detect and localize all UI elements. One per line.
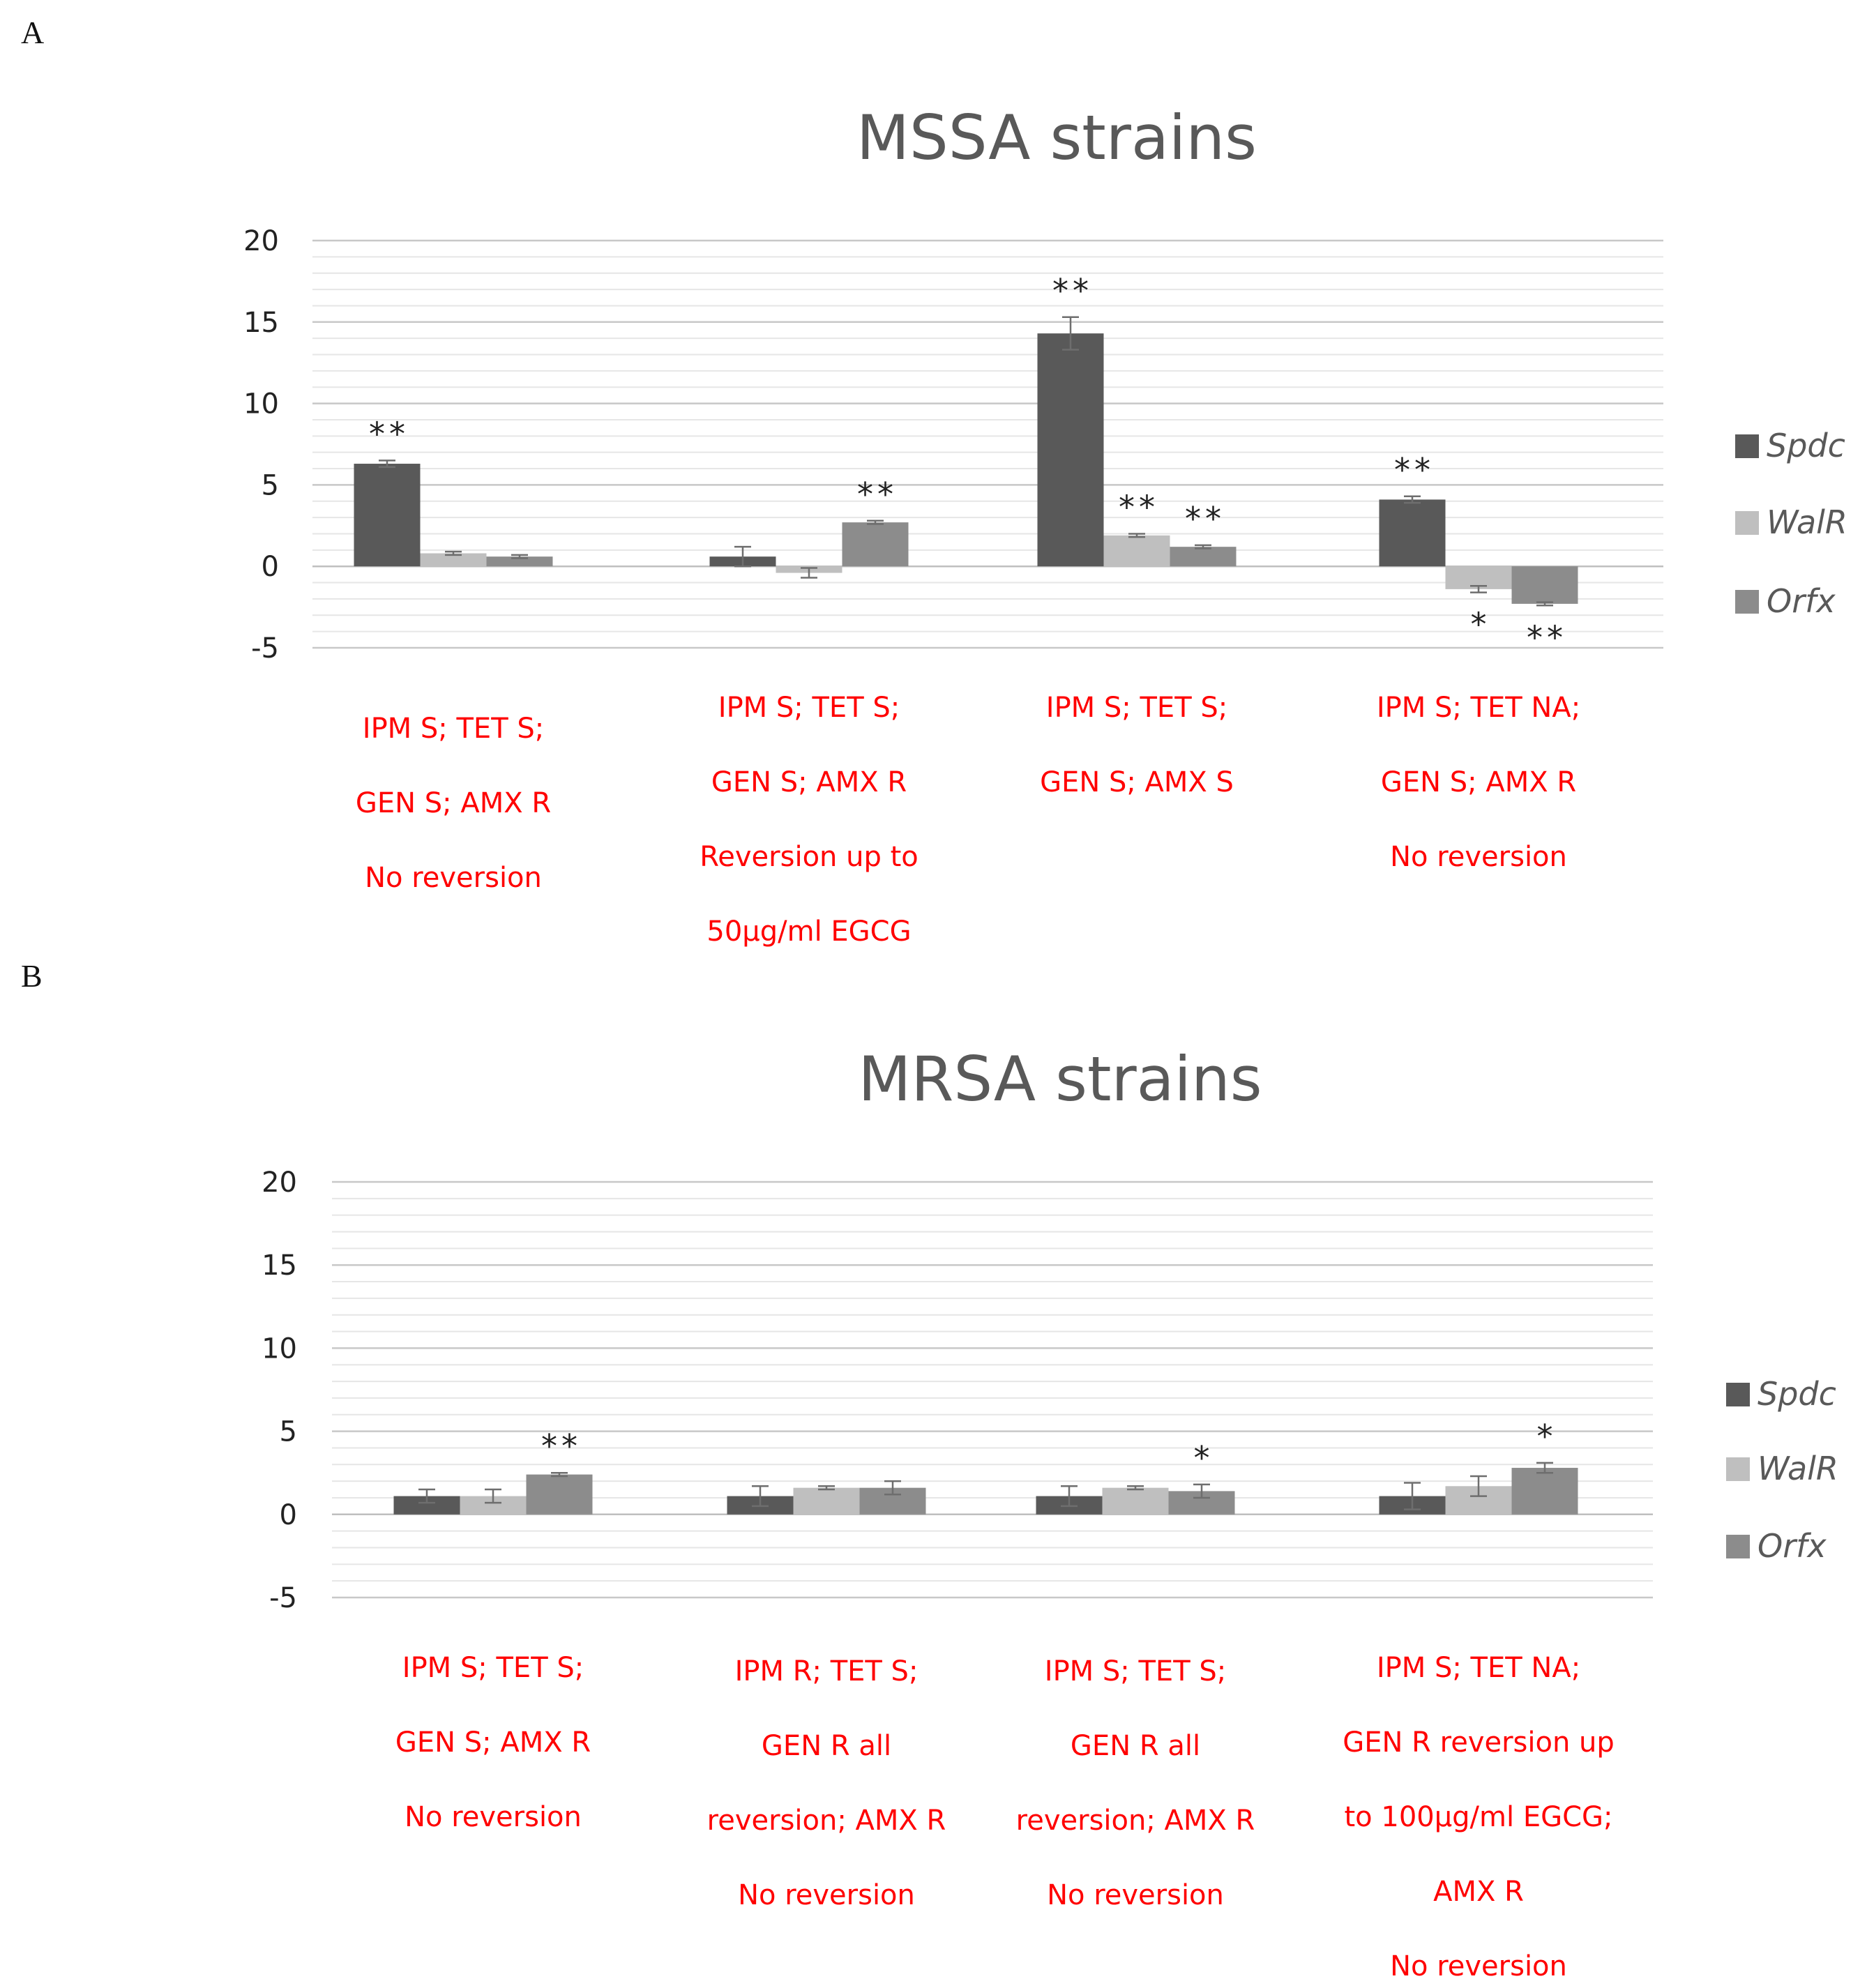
y-tick-label: 5 — [280, 1416, 297, 1448]
y-tick-label: 10 — [243, 388, 279, 420]
bar-walr-2 — [793, 1487, 860, 1515]
significance-marker: ** — [541, 1427, 582, 1465]
significance-marker: ** — [1052, 272, 1093, 310]
significance-marker: * — [1194, 1439, 1214, 1477]
legend-label-walr: WalR — [1767, 503, 1847, 541]
category-label-line: GEN S; AMX R — [356, 787, 551, 819]
significance-marker: ** — [857, 476, 898, 513]
category-label-line: IPM S; TET S; — [402, 1652, 584, 1684]
category-label-line: IPM S; TET NA; — [1377, 1652, 1580, 1684]
significance-marker: ** — [1185, 500, 1225, 538]
bar-walr-1 — [420, 553, 487, 567]
bar-orfx-1 — [486, 556, 553, 567]
y-tick-label: 20 — [262, 1167, 297, 1199]
panel-label-b: B — [21, 958, 43, 994]
category-label-line: reversion; AMX R — [707, 1805, 946, 1837]
bar-spdc-3 — [1037, 333, 1104, 567]
chart-title: MRSA strains — [858, 1043, 1262, 1115]
bar-orfx-4 — [1511, 1468, 1578, 1515]
panel-label-a: A — [21, 15, 44, 50]
legend-swatch-walr — [1735, 511, 1759, 535]
y-tick-label: 5 — [262, 469, 279, 501]
y-tick-label: 10 — [262, 1333, 297, 1365]
category-label-line: 50µg/ml EGCG — [706, 916, 911, 948]
legend-label-spdc: Spdc — [1758, 1375, 1836, 1413]
y-tick-label: 0 — [280, 1499, 297, 1531]
bar-orfx-4 — [1511, 566, 1578, 604]
legend-label-spdc: Spdc — [1767, 427, 1845, 464]
bar-orfx-2 — [842, 522, 909, 567]
legend-label-orfx: Orfx — [1758, 1527, 1827, 1565]
category-label-line: Reversion up to — [700, 841, 918, 873]
category-label-line: AMX R — [1433, 1876, 1524, 1908]
bar-spdc-4 — [1379, 499, 1446, 567]
legend-label-orfx: Orfx — [1767, 582, 1836, 620]
significance-marker: * — [1471, 606, 1491, 644]
category-label-line: No reversion — [405, 1801, 582, 1833]
bar-walr-3 — [1102, 1487, 1169, 1515]
category-label-line: No reversion — [365, 862, 542, 894]
category-label-line: IPM S; TET S; — [363, 713, 544, 745]
significance-marker: ** — [1394, 451, 1435, 489]
category-label-line: GEN S; AMX S — [1040, 766, 1234, 798]
y-tick-label: 0 — [262, 551, 279, 583]
category-label-line: reversion; AMX R — [1016, 1805, 1255, 1837]
category-label-line: No reversion — [1047, 1879, 1224, 1911]
category-label-line: GEN R all — [762, 1730, 891, 1762]
category-label-line: No reversion — [1390, 841, 1567, 873]
category-label-line: GEN S; AMX R — [395, 1727, 591, 1759]
significance-marker: ** — [369, 415, 409, 453]
bar-orfx-3 — [1170, 547, 1237, 567]
legend-swatch-spdc — [1735, 434, 1759, 458]
category-label-line: to 100µg/ml EGCG; — [1345, 1801, 1613, 1833]
category-label-line: IPM S; TET S; — [1046, 692, 1227, 724]
chart-title: MSSA strains — [856, 102, 1257, 174]
category-label-line: GEN R reversion up — [1343, 1727, 1615, 1759]
significance-marker: * — [1537, 1418, 1557, 1455]
y-tick-label: 15 — [243, 307, 279, 339]
y-tick-label: -5 — [269, 1582, 297, 1614]
category-label-line: IPM S; TET NA; — [1377, 692, 1580, 724]
legend-label-walr: WalR — [1758, 1450, 1838, 1487]
category-label-line: GEN S; AMX R — [711, 766, 907, 798]
legend-swatch-walr — [1726, 1457, 1750, 1481]
y-tick-label: -5 — [251, 632, 279, 665]
category-label-line: IPM S; TET S; — [1045, 1655, 1226, 1687]
legend-swatch-spdc — [1726, 1383, 1750, 1406]
category-label-line: GEN R all — [1071, 1730, 1200, 1762]
category-label-line: GEN S; AMX R — [1381, 766, 1576, 798]
y-tick-label: 15 — [262, 1250, 297, 1282]
category-label-line: No reversion — [1390, 1950, 1567, 1982]
legend-swatch-orfx — [1735, 590, 1759, 614]
significance-marker: ** — [1119, 488, 1159, 526]
significance-marker: ** — [1527, 619, 1567, 656]
category-label-line: No reversion — [738, 1879, 915, 1911]
chart-mssa: MSSA strains 20 15 10 5 0 -5 ** IPM S; TET S; GEN… — [243, 102, 1847, 948]
legend-swatch-orfx — [1726, 1535, 1750, 1558]
bar-spdc-1 — [354, 464, 421, 567]
y-tick-label: 20 — [243, 225, 279, 257]
category-label-line: IPM S; TET S; — [718, 692, 900, 724]
bar-walr-3 — [1103, 535, 1170, 567]
category-label-line: IPM R; TET S; — [735, 1655, 919, 1687]
bar-orfx-1 — [526, 1474, 593, 1515]
